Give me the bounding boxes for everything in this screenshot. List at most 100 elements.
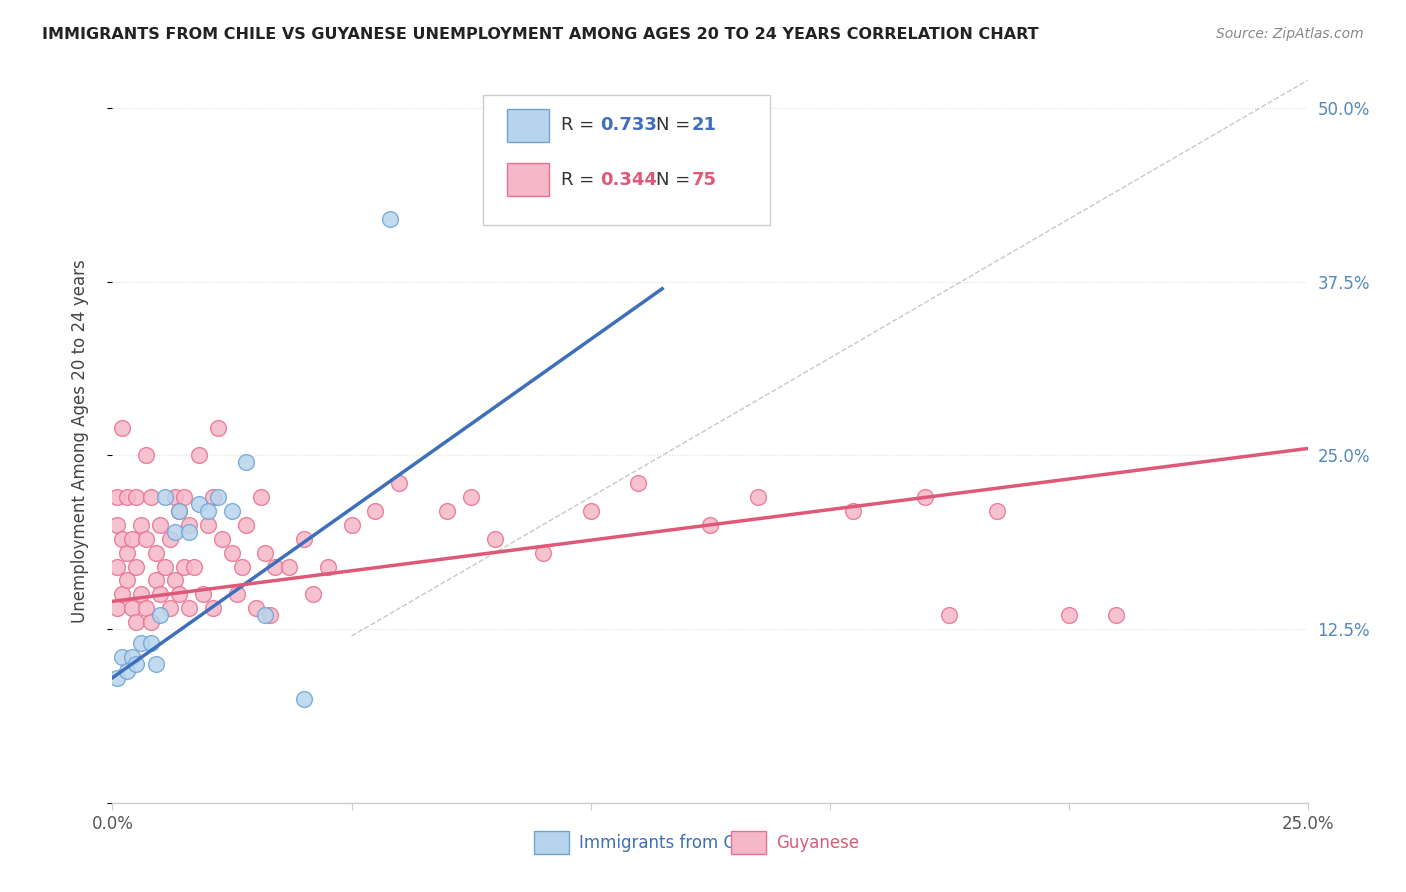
Point (292, 691, 315, 706)
Point (115, 664, 138, 678)
Point (129, 517, 152, 532)
Point (211, 532, 233, 546)
FancyBboxPatch shape (484, 95, 770, 225)
Point (235, 517, 257, 532)
Point (627, 476, 650, 491)
Point (173, 490, 195, 504)
Point (121, 532, 143, 546)
Bar (508, 109, 548, 142)
Point (105, 601, 128, 615)
Point (125, 559, 148, 574)
Point (153, 559, 176, 574)
Point (235, 455, 257, 469)
Point (139, 615, 162, 630)
Text: 0.733: 0.733 (600, 116, 657, 134)
Point (125, 657, 148, 671)
Point (579, 504, 602, 518)
Point (231, 559, 253, 574)
Point (193, 587, 215, 601)
Point (378, 212, 401, 227)
Point (163, 524, 186, 539)
Point (388, 476, 411, 491)
Bar (508, 163, 548, 196)
Point (245, 601, 267, 615)
Point (129, 587, 152, 601)
Point (105, 671, 128, 685)
Point (364, 504, 387, 518)
Text: N =: N = (657, 116, 696, 134)
Point (292, 532, 315, 546)
Text: IMMIGRANTS FROM CHILE VS GUYANESE UNEMPLOYMENT AMONG AGES 20 TO 24 YEARS CORRELA: IMMIGRANTS FROM CHILE VS GUYANESE UNEMPL… (42, 27, 1039, 42)
Point (1057, 608, 1080, 623)
Point (201, 601, 224, 615)
Text: R =: R = (561, 116, 599, 134)
Y-axis label: Unemployment Among Ages 20 to 24 years: Unemployment Among Ages 20 to 24 years (70, 260, 89, 624)
Point (340, 517, 363, 532)
Point (221, 504, 243, 518)
Point (163, 574, 186, 588)
Point (207, 490, 229, 504)
Point (129, 636, 152, 650)
Point (115, 574, 138, 588)
Point (169, 504, 191, 518)
Point (316, 559, 339, 574)
Text: Immigrants from Chile: Immigrants from Chile (579, 834, 765, 852)
Point (169, 587, 191, 601)
Text: R =: R = (561, 171, 599, 189)
Point (197, 517, 219, 532)
Point (115, 546, 138, 560)
Point (111, 532, 134, 546)
Point (460, 490, 482, 504)
Point (177, 517, 200, 532)
Point (207, 420, 229, 434)
Point (135, 449, 157, 463)
Point (125, 490, 148, 504)
Point (125, 615, 148, 630)
Point (254, 608, 277, 623)
Point (842, 504, 865, 518)
Text: 75: 75 (692, 171, 717, 189)
Point (264, 559, 287, 574)
Point (699, 517, 721, 532)
Point (278, 559, 301, 574)
Text: Source: ZipAtlas.com: Source: ZipAtlas.com (1216, 27, 1364, 41)
Text: 0.344: 0.344 (600, 171, 657, 189)
Point (139, 636, 162, 650)
Point (145, 657, 167, 671)
Point (149, 517, 172, 532)
Point (135, 532, 157, 546)
Point (173, 559, 195, 574)
Point (105, 559, 128, 574)
Point (121, 649, 143, 664)
Point (115, 490, 138, 504)
Point (914, 490, 936, 504)
Point (105, 490, 128, 504)
Point (149, 608, 172, 623)
Point (145, 546, 167, 560)
Point (302, 587, 325, 601)
Point (163, 490, 186, 504)
Point (484, 532, 506, 546)
Point (111, 587, 134, 601)
Point (986, 504, 1008, 518)
Point (254, 546, 277, 560)
Point (121, 601, 143, 615)
Point (201, 490, 224, 504)
Point (187, 449, 209, 463)
Point (105, 517, 128, 532)
Point (221, 546, 243, 560)
Point (111, 420, 134, 434)
Point (249, 490, 271, 504)
Point (177, 601, 200, 615)
Point (531, 546, 554, 560)
Point (183, 559, 205, 574)
Point (149, 587, 172, 601)
Point (139, 490, 162, 504)
Point (135, 601, 157, 615)
Point (153, 490, 176, 504)
Point (225, 587, 247, 601)
Point (747, 490, 769, 504)
Text: N =: N = (657, 171, 696, 189)
Point (1105, 608, 1128, 623)
Point (111, 649, 134, 664)
